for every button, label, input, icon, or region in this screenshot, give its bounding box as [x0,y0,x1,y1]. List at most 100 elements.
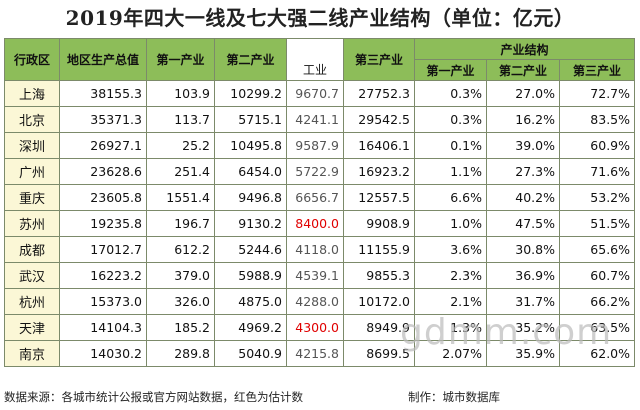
tertiary-cell: 11155.9 [343,236,415,263]
city-cell: 深圳 [4,132,60,159]
secondary-cell: 4875.0 [214,288,287,315]
share-primary-cell: 1.0% [414,210,487,237]
industry-cell: 8400.0 [286,210,344,237]
gdp-cell: 15373.0 [59,288,147,315]
share-tertiary-cell: 60.7% [558,262,636,289]
share-secondary-cell: 36.9% [486,262,560,289]
share-tertiary-cell: 60.9% [558,132,636,159]
secondary-cell: 5988.9 [214,262,287,289]
footer: 数据来源：各城市统计公报或官方网站数据，红色为估计数 制作：城市数据库 [4,387,634,407]
share-tertiary-cell: 53.2% [558,184,636,211]
industry-cell: 6656.7 [286,184,344,211]
tertiary-cell: 29542.5 [343,106,415,133]
tertiary-cell: 9855.3 [343,262,415,289]
secondary-cell: 9130.2 [214,210,287,237]
primary-cell: 1551.4 [146,184,215,211]
industry-cell: 4241.1 [286,106,344,133]
share-tertiary-cell: 62.0% [558,340,636,367]
header-primary: 第一产业 [146,38,215,81]
tertiary-cell: 12557.5 [343,184,415,211]
share-tertiary-cell: 72.7% [558,80,636,107]
gdp-cell: 26927.1 [59,132,147,159]
industry-cell: 4539.1 [286,262,344,289]
share-secondary-cell: 30.8% [486,236,560,263]
primary-cell: 612.2 [146,236,215,263]
header-secondary: 第二产业 [214,38,287,81]
primary-cell: 185.2 [146,314,215,341]
maker-note: 制作：城市数据库 [408,390,500,404]
table-row: 天津 14104.3 185.2 4969.2 4300.0 8949.9 1.3% 35.2… [4,314,636,341]
table-body: 上海 38155.3 103.9 10299.2 9670.7 27752.3 0.3% 27… [4,80,636,367]
city-cell: 南京 [4,340,60,367]
tertiary-cell: 10172.0 [343,288,415,315]
share-secondary-cell: 31.7% [486,288,560,315]
source-note: 数据来源：各城市统计公报或官方网站数据，红色为估计数 [4,390,303,404]
header-structure: 产业结构 [413,38,636,60]
primary-cell: 196.7 [146,210,215,237]
table-row: 武汉 16223.2 379.0 5988.9 4539.1 9855.3 2.3% 36.9… [4,262,636,289]
secondary-cell: 10299.2 [214,80,287,107]
primary-cell: 113.7 [146,106,215,133]
table-row: 重庆 23605.8 1551.4 9496.8 6656.7 12557.5 6.6% 40… [4,184,636,211]
share-tertiary-cell: 51.5% [558,210,636,237]
secondary-cell: 5715.1 [214,106,287,133]
gdp-cell: 23605.8 [59,184,147,211]
share-primary-cell: 2.1% [414,288,487,315]
header-gdp: 地区生产总值 [59,38,147,81]
table-row: 广州 23628.6 251.4 6454.0 5722.9 16923.2 1.1% 27.… [4,158,636,185]
share-tertiary-cell: 66.2% [558,288,636,315]
share-tertiary-cell: 83.5% [558,106,636,133]
industry-structure-table: 行政区 地区生产总值 第一产业 第二产业 第三产业 产业结构 工业 第一产业 第… [4,38,636,367]
city-cell: 武汉 [4,262,60,289]
tertiary-cell: 16406.1 [343,132,415,159]
industry-cell: 9587.9 [286,132,344,159]
header-tertiary: 第三产业 [343,38,415,81]
share-primary-cell: 2.3% [414,262,487,289]
share-secondary-cell: 47.5% [486,210,560,237]
secondary-cell: 5040.9 [214,340,287,367]
share-primary-cell: 1.3% [414,314,487,341]
gdp-cell: 14030.2 [59,340,147,367]
share-tertiary-cell: 63.5% [558,314,636,341]
industry-cell: 4300.0 [286,314,344,341]
tertiary-cell: 8699.5 [343,340,415,367]
share-primary-cell: 1.1% [414,158,487,185]
tertiary-cell: 8949.9 [343,314,415,341]
primary-cell: 103.9 [146,80,215,107]
gdp-cell: 19235.8 [59,210,147,237]
secondary-cell: 5244.6 [214,236,287,263]
city-cell: 重庆 [4,184,60,211]
share-primary-cell: 6.6% [414,184,487,211]
share-primary-cell: 0.3% [414,106,487,133]
gdp-cell: 17012.7 [59,236,147,263]
header-structure-secondary: 第二产业 [486,59,560,81]
industry-cell: 4288.0 [286,288,344,315]
primary-cell: 251.4 [146,158,215,185]
header-row: 行政区 地区生产总值 第一产业 第二产业 第三产业 产业结构 [4,38,636,81]
city-cell: 北京 [4,106,60,133]
share-secondary-cell: 27.3% [486,158,560,185]
share-secondary-cell: 16.2% [486,106,560,133]
share-secondary-cell: 27.0% [486,80,560,107]
share-secondary-cell: 40.2% [486,184,560,211]
share-secondary-cell: 39.0% [486,132,560,159]
tertiary-cell: 16923.2 [343,158,415,185]
secondary-cell: 10495.8 [214,132,287,159]
industry-cell: 5722.9 [286,158,344,185]
gdp-cell: 35371.3 [59,106,147,133]
primary-cell: 326.0 [146,288,215,315]
secondary-cell: 6454.0 [214,158,287,185]
header-structure-primary: 第一产业 [414,59,487,81]
share-tertiary-cell: 71.6% [558,158,636,185]
share-primary-cell: 0.3% [414,80,487,107]
table-row: 成都 17012.7 612.2 5244.6 4118.0 11155.9 3.6% 30.… [4,236,636,263]
gdp-cell: 23628.6 [59,158,147,185]
gdp-cell: 14104.3 [59,314,147,341]
primary-cell: 379.0 [146,262,215,289]
share-tertiary-cell: 65.6% [558,236,636,263]
table-row: 深圳 26927.1 25.2 10495.8 9587.9 16406.1 0.1% 39.… [4,132,636,159]
share-primary-cell: 2.07% [414,340,487,367]
industry-cell: 4215.8 [286,340,344,367]
gdp-cell: 16223.2 [59,262,147,289]
gdp-cell: 38155.3 [59,80,147,107]
